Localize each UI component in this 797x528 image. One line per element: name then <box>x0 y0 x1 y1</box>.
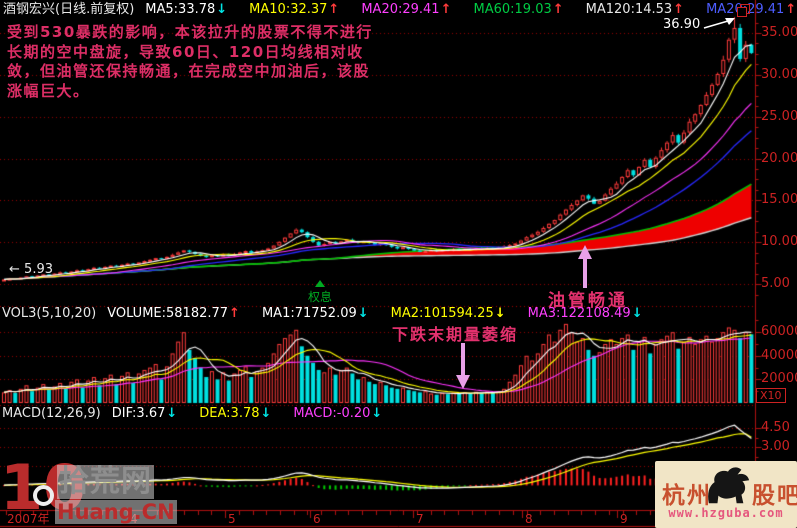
trend-arrow-icon: ↓ <box>494 306 506 321</box>
left-arrow-icon: ← <box>9 262 20 277</box>
annotation-line: 敛，但油管还保持畅通，在完成空中加油后，该股 <box>7 62 371 80</box>
logo-url: www.hzguba.com <box>668 506 784 520</box>
trend-arrow-icon: ↑ <box>440 2 452 17</box>
time-axis-label: 5 <box>228 512 236 526</box>
time-axis-label: 9 <box>620 512 628 526</box>
volume-axis-label: 20000 <box>761 371 797 387</box>
volume-panel-header: VOL3(5,10,20) VOLUME:58182.77↑ MA1:71752.0… <box>2 306 676 321</box>
ma-indicator: MA5:33.78↓ <box>145 2 228 17</box>
trend-arrow-icon: ↑ <box>785 2 797 17</box>
shihuang-watermark: 10 拾荒网 Huang.CN <box>0 454 177 528</box>
macd-axis-label: 3.00 <box>761 439 790 455</box>
main-chart-header: 酒钢宏兴(日线.前复权) MA5:33.78↓ MA10:32.37↑ MA20:29… <box>3 2 797 17</box>
macd-panel-header: MACD(12,26,9) DIF:3.67↓ DEA:3.78↓ MACD:-0.2… <box>2 406 415 421</box>
price-axis-label: 25.00 <box>761 108 797 124</box>
trend-arrow-icon: ↓ <box>216 2 228 17</box>
volume-shrink-label: 下跌末期量萎缩 <box>392 325 519 344</box>
volume-indicator-label: VOL3(5,10,20) <box>2 306 97 321</box>
trend-arrow-icon: ↓ <box>371 406 383 421</box>
ma-indicator: MA60:19.03↑ <box>473 2 564 17</box>
peak-arrow-icon <box>703 18 735 29</box>
volume-indicator: MA3:122108.49↓ <box>527 306 643 321</box>
trend-arrow-icon: ↓ <box>357 306 369 321</box>
price-axis-label: 15.00 <box>761 192 797 208</box>
annotation-line: 受到530暴跌的影响，本该拉升的股票不得不进行 <box>7 23 373 41</box>
pipe-annotation-label: 油管畅通 <box>548 291 628 311</box>
trend-arrow-icon: ↓ <box>166 406 178 421</box>
price-axis-label: 35.00 <box>761 24 797 40</box>
trend-arrow-icon: ↓ <box>260 406 272 421</box>
stock-title: 酒钢宏兴(日线.前复权) <box>3 2 135 17</box>
macd-indicator: DEA:3.78↓ <box>199 406 272 421</box>
macd-indicator: MACD:-0.20↓ <box>293 406 383 421</box>
macd-indicator: DIF:3.67↓ <box>111 406 178 421</box>
volume-indicator: MA2:101594.25↓ <box>390 306 506 321</box>
trend-arrow-icon: ↑ <box>328 2 340 17</box>
start-price-label: ← 5.93 <box>9 262 53 277</box>
gear-icon <box>33 485 54 506</box>
peak-price-label: 36.90 <box>663 17 701 32</box>
macd-axis-label: 4.50 <box>761 420 790 435</box>
logo-suffix-text: 股吧 <box>752 483 797 509</box>
price-axis-label: 5.00 <box>761 276 790 292</box>
restore-square-front <box>737 7 747 17</box>
logo-city-text: 杭州 <box>662 483 712 509</box>
ex-rights-label: 权息 <box>307 290 332 304</box>
price-axis-label: 20.00 <box>761 150 797 166</box>
trend-arrow-icon: ↓ <box>631 306 643 321</box>
volume-axis-label: 60000 <box>761 324 797 340</box>
trend-arrow-icon: ↑ <box>673 2 685 17</box>
macd-indicator-label: MACD(12,26,9) <box>2 406 101 421</box>
time-axis-label: 2007年 <box>7 512 50 526</box>
start-price-value: 5.93 <box>24 262 53 277</box>
macd-value-indicators: DIF:3.67↓ DEA:3.78↓ MACD:-0.20↓ <box>112 406 405 421</box>
watermark-site-name: 拾荒网 <box>57 464 154 499</box>
volume-indicator: MA1:71752.09↓ <box>261 306 369 321</box>
time-axis-label: 6 <box>313 512 321 526</box>
ma-indicator: MA10:32.37↑ <box>249 2 340 17</box>
annotation-line: 涨幅巨大。 <box>7 81 90 100</box>
volume-shrink-down-arrow-icon <box>456 343 470 389</box>
ma-indicator: MA120:14.53↑ <box>585 2 685 17</box>
volume-multiplier-badge: X10 <box>756 388 786 403</box>
bull-icon <box>708 467 750 504</box>
volume-indicator: VOLUME:58182.77↑ <box>107 306 240 321</box>
pipe-up-arrow-icon <box>578 245 592 288</box>
trend-arrow-icon: ↑ <box>552 2 564 17</box>
main-ma-indicators: MA5:33.78↓ MA10:32.37↑ MA20:29.41↑ MA60:19.… <box>145 2 797 17</box>
trend-arrow-icon: ↑ <box>229 306 240 321</box>
annotation-line: 长期的空中盘旋，导致60日、120日均线相对收 <box>7 42 364 61</box>
price-axis-label: 30.00 <box>761 66 797 82</box>
volume-axis-label: 40000 <box>761 347 797 363</box>
price-axis-label: 10.00 <box>761 234 797 250</box>
analysis-annotation: 受到530暴跌的影响，本该拉升的股票不得不进行 长期的空中盘旋，导致60日、12… <box>7 23 373 101</box>
time-axis-label: 7 <box>416 512 424 526</box>
time-axis-label: 8 <box>525 512 533 526</box>
volume-ma-indicators: VOLUME:58182.77↑ MA1:71752.09↓ MA2:101594.… <box>107 306 664 321</box>
ex-rights-triangle-icon <box>315 280 325 287</box>
restore-window-icon[interactable] <box>737 4 751 17</box>
hzguba-logo[interactable]: 杭州 股吧 www.hzguba.com <box>655 461 797 528</box>
watermark-domain: Huang.CN <box>55 500 177 524</box>
ex-rights-marker[interactable]: 权息 <box>300 280 340 305</box>
ma-indicator: MA20:29.41↑ <box>361 2 452 17</box>
